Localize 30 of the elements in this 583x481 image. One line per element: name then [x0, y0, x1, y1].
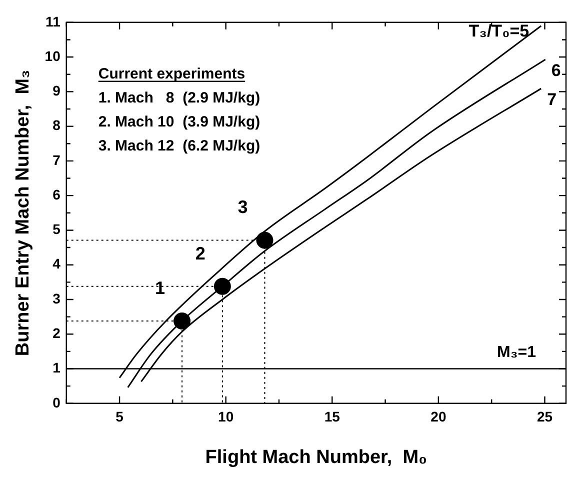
x-tick-label: 25 — [536, 408, 553, 425]
x-tick-label: 15 — [324, 408, 340, 425]
y-tick-label: 11 — [46, 13, 61, 30]
annotation: 2. Mach 10 (3.9 MJ/kg) — [98, 113, 260, 130]
annotation: 2 — [195, 243, 206, 264]
y-tick-label: 2 — [52, 324, 61, 341]
legend-label: T₃/T₀=5 — [468, 22, 530, 41]
y-tick-label: 8 — [52, 117, 61, 134]
x-tick-label: 5 — [116, 408, 124, 425]
x-axis-title: Flight Mach Number, M₀ — [205, 446, 428, 468]
y-tick-label: 1 — [52, 360, 61, 376]
x-tick-label: 10 — [218, 408, 234, 425]
y-tick-label: 6 — [52, 186, 61, 202]
y-tick-label: 5 — [52, 221, 61, 238]
legend-label: 7 — [547, 90, 557, 110]
y-tick-label: 9 — [52, 82, 61, 99]
y-tick-label: 10 — [44, 48, 61, 64]
y-tick-label: 3 — [52, 290, 61, 306]
legend-label: M₃=1 — [497, 344, 536, 362]
y-tick-label: 7 — [52, 152, 61, 168]
annotation: 1 — [155, 278, 166, 298]
annotation: 3 — [238, 197, 248, 218]
annotation: Current experiments — [98, 65, 246, 82]
legend-label: 6 — [551, 61, 561, 80]
y-axis-title: Burner Entry Mach Number, M₃ — [12, 70, 34, 356]
annotation: 3. Mach 12 (6.2 MJ/kg) — [98, 137, 260, 154]
y-tick-label: 4 — [52, 256, 61, 272]
y-tick-label: 0 — [52, 394, 61, 410]
annotation: 1. Mach 8 (2.9 MJ/kg) — [98, 89, 260, 106]
x-tick-label: 20 — [430, 408, 446, 425]
